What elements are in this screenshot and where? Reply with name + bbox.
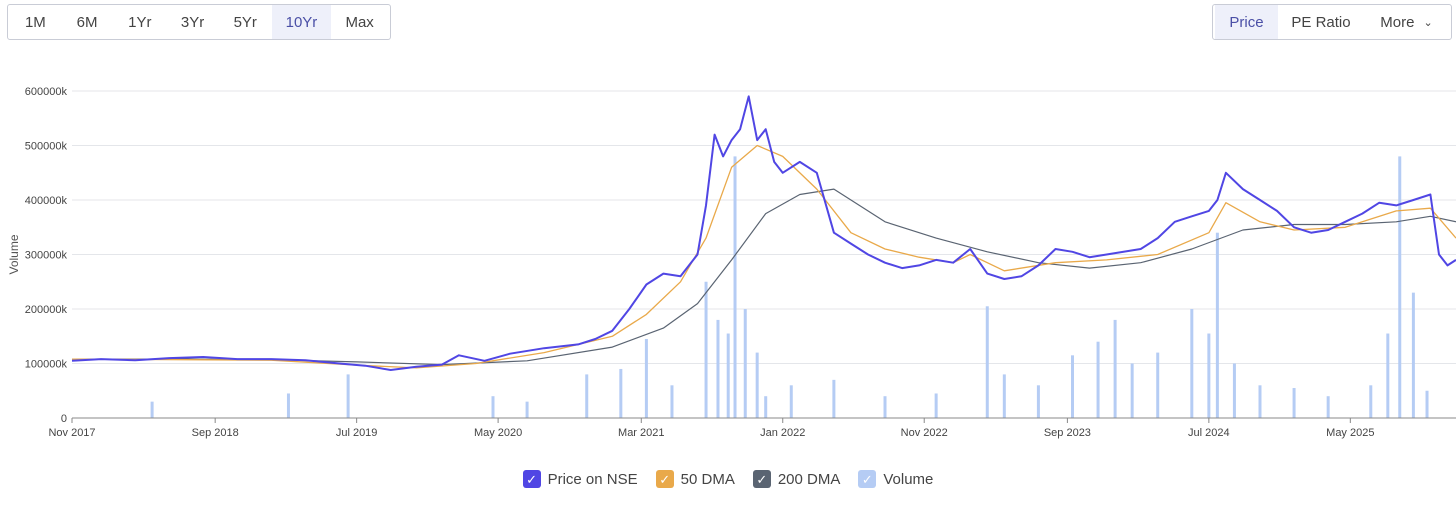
range-1yr-button[interactable]: 1Yr: [128, 13, 152, 31]
volume-bar: [1002, 374, 1006, 418]
volume-bar: [1207, 333, 1211, 418]
x-tick-label: Sep 2018: [192, 427, 239, 439]
volume-bar: [1386, 333, 1390, 418]
x-tick-label: May 2020: [474, 427, 522, 439]
range-6m-button[interactable]: 6M: [76, 13, 98, 31]
series-lines: [71, 95, 1456, 371]
range-max-button[interactable]: Max: [345, 13, 374, 31]
x-tick-label: Sep 2023: [1044, 427, 1091, 439]
more-button[interactable]: More ⌄: [1364, 5, 1449, 39]
volume-bar: [726, 333, 730, 418]
volume-bar: [286, 393, 290, 418]
volume-bar: [755, 352, 759, 418]
x-tick-label: Nov 2022: [901, 427, 948, 439]
volume-bar: [985, 306, 989, 418]
volume-bar: [1156, 352, 1160, 418]
x-tick-label: Jul 2019: [336, 427, 378, 439]
volume-bar: [789, 385, 793, 418]
price-view-button[interactable]: Price: [1215, 5, 1278, 39]
volume-bar: [1232, 363, 1236, 418]
x-tick-label: May 2025: [1326, 427, 1374, 439]
volume-bar: [525, 401, 529, 418]
y-tick-label: 600000k: [25, 86, 68, 98]
x-tick-label: Jan 2022: [760, 427, 805, 439]
range-1m-button[interactable]: 1M: [24, 13, 46, 31]
range-10yr-button[interactable]: 10Yr: [271, 5, 332, 39]
volume-bar: [733, 156, 737, 418]
range-5yr-button[interactable]: 5Yr: [233, 13, 257, 31]
legend-200dma[interactable]: ✓ 200 DMA: [752, 470, 841, 488]
dma50-checkbox-icon[interactable]: ✓: [655, 470, 674, 488]
y-tick-label: 200000k: [25, 304, 68, 316]
volume-bar: [619, 368, 623, 418]
volume-bar: [670, 385, 674, 418]
legend-50dma[interactable]: ✓ 50 DMA: [655, 470, 735, 488]
volume-bar: [1425, 390, 1429, 418]
y-axis-label: Volume: [7, 234, 21, 274]
legend-200dma-label: 200 DMA: [777, 470, 841, 488]
y-tick-label: 300000k: [25, 250, 68, 262]
volume-bar: [1190, 309, 1194, 418]
view-selector: Price PE Ratio More ⌄: [1212, 4, 1452, 40]
volume-bar: [1036, 385, 1040, 418]
legend-volume-label: Volume: [883, 470, 934, 488]
gridlines: [72, 90, 1456, 419]
volume-bar: [1096, 341, 1100, 418]
volume-bar: [1369, 385, 1373, 418]
legend-volume[interactable]: ✓ Volume: [858, 470, 933, 488]
y-tick-label: 100000k: [25, 359, 68, 371]
range-selector: 1M 6M 1Yr 3Yr 5Yr 10Yr Max: [7, 4, 391, 40]
series-line-50-dma: [71, 144, 1456, 369]
y-tick-label: 500000k: [25, 141, 68, 153]
series-line-price-on-nse: [71, 95, 1456, 371]
volume-checkbox-icon[interactable]: ✓: [858, 470, 877, 488]
price-checkbox-icon[interactable]: ✓: [522, 470, 541, 488]
range-3yr-button[interactable]: 3Yr: [180, 13, 205, 31]
volume-bar: [491, 396, 495, 418]
price-chart: 0 100000k 200000k 300000k 400000k 500000k 6000…: [7, 86, 1456, 439]
volume-bar: [1113, 319, 1117, 418]
volume-bar: [1215, 232, 1219, 418]
volume-bar: [1258, 385, 1262, 418]
volume-bar: [1326, 396, 1330, 418]
pe-ratio-button[interactable]: PE Ratio: [1291, 13, 1351, 31]
volume-bars: [150, 156, 1429, 418]
legend-price[interactable]: ✓ Price on NSE: [522, 470, 638, 488]
volume-bar: [1292, 388, 1296, 418]
volume-bar: [743, 309, 747, 418]
chart-legend: ✓ Price on NSE ✓ 50 DMA ✓ 200 DMA ✓ Volu…: [0, 470, 1456, 488]
x-tick-label: Mar 2021: [618, 427, 664, 439]
volume-bar: [150, 401, 154, 418]
volume-bar: [883, 396, 887, 418]
volume-bar: [934, 393, 938, 418]
axes: 0 100000k 200000k 300000k 400000k 500000k 6000…: [7, 86, 1456, 439]
volume-bar: [832, 379, 836, 418]
x-tick-label: Jul 2024: [1188, 427, 1230, 439]
volume-bar: [716, 319, 720, 418]
more-label: More: [1380, 13, 1415, 31]
volume-bar: [585, 374, 589, 418]
legend-50dma-label: 50 DMA: [680, 470, 735, 488]
y-tick-label: 0: [61, 413, 67, 425]
volume-bar: [1398, 156, 1402, 418]
volume-bar: [704, 281, 708, 418]
volume-bar: [346, 374, 350, 418]
y-tick-label: 400000k: [25, 195, 68, 207]
dma200-checkbox-icon[interactable]: ✓: [752, 470, 771, 488]
x-tick-label: Nov 2017: [48, 427, 95, 439]
volume-bar: [1071, 355, 1075, 418]
volume-bar: [1411, 292, 1415, 418]
volume-bar: [1130, 363, 1134, 418]
volume-bar: [644, 338, 648, 418]
volume-bar: [764, 396, 768, 418]
chevron-down-icon: ⌄: [1423, 16, 1433, 29]
series-line-200-dma: [72, 188, 1456, 366]
legend-price-label: Price on NSE: [547, 470, 638, 488]
